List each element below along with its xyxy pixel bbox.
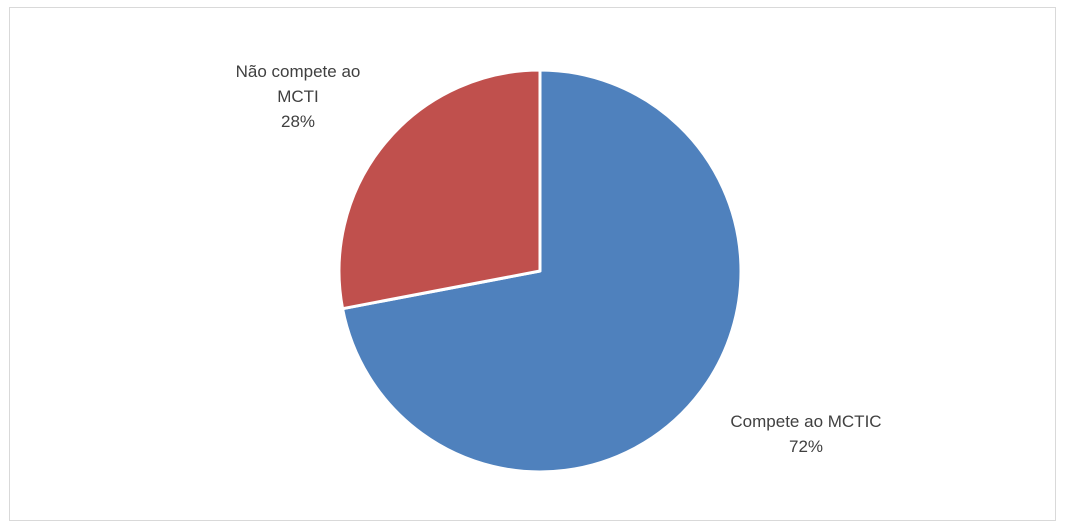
pie-category-label: Compete ao MCTIC: [730, 412, 881, 431]
pie-category-label: MCTI: [277, 87, 319, 106]
pie-category-label: Não compete ao: [236, 62, 361, 81]
pie-slice-0: [341, 68, 743, 474]
pie-labels: Compete ao MCTIC 72% Não compete ao MCTI 28%: [236, 62, 882, 456]
pie-percent-label: 28%: [281, 112, 315, 131]
pie-slice-1: [337, 68, 542, 311]
pie-slices: [337, 68, 743, 474]
pie-percent-label: 72%: [789, 437, 823, 456]
pie-data-label-1: Não compete ao MCTI 28%: [236, 62, 361, 131]
pie-data-label-0: Compete ao MCTIC 72%: [730, 412, 881, 456]
